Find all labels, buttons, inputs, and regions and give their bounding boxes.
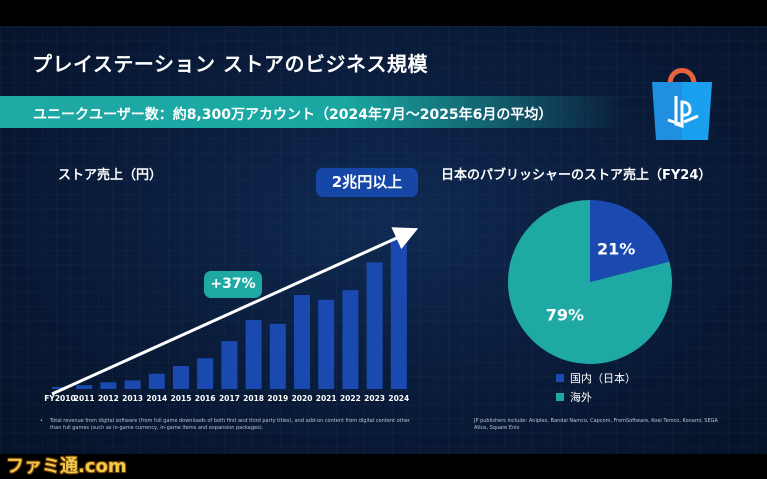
x-tick-label: 2013 bbox=[122, 394, 143, 403]
bar-2011 bbox=[76, 385, 93, 389]
pie-slice-overseas-label: 79% bbox=[546, 305, 584, 324]
bar-2019 bbox=[269, 323, 286, 389]
slide-title: プレイステーション ストアのビジネス規模 bbox=[32, 52, 428, 76]
x-tick-label: 2023 bbox=[364, 394, 385, 403]
bar-2024 bbox=[390, 238, 407, 389]
footnote-right: JP publishers include: Aniplex, Bandai N… bbox=[474, 418, 718, 431]
legend-item-domestic: 国内（日本） bbox=[556, 370, 636, 386]
store-sales-label: ストア売上（円） bbox=[58, 168, 163, 183]
x-tick-label: 2012 bbox=[98, 394, 119, 403]
x-tick-label: 2016 bbox=[195, 394, 216, 403]
publisher-sales-pie-chart: 21% 79% bbox=[507, 200, 672, 364]
x-tick-label: 2020 bbox=[292, 394, 313, 403]
footnote-left: Total revenue from digital software (fro… bbox=[50, 418, 410, 431]
pie-legend: 国内（日本） 海外 bbox=[556, 370, 636, 408]
legend-label-domestic: 国内（日本） bbox=[570, 372, 636, 385]
x-tick-label: 2017 bbox=[219, 394, 240, 403]
x-tick-label: 2022 bbox=[340, 394, 361, 403]
bar-2023 bbox=[366, 262, 383, 389]
slide: プレイステーション ストアのビジネス規模 ユニークユーザー数：約8,300万アカ… bbox=[0, 26, 767, 454]
bar-2014 bbox=[148, 373, 165, 389]
x-tick-label: FY2010 bbox=[44, 394, 75, 403]
x-tick-label: 2011 bbox=[74, 394, 95, 403]
total-callout-badge: 2兆円以上 bbox=[316, 168, 418, 197]
legend-label-overseas: 海外 bbox=[570, 391, 592, 404]
bar-2015 bbox=[173, 366, 189, 389]
bar-2022 bbox=[342, 290, 359, 389]
growth-arrow bbox=[51, 227, 419, 396]
playstation-store-bag-icon bbox=[652, 68, 712, 140]
bar-2016 bbox=[197, 358, 214, 389]
jp-publisher-sales-label: 日本のパブリッシャーのストア売上（FY24） bbox=[441, 168, 712, 183]
unique-users-banner: ユニークユーザー数：約8,300万アカウント（2024年7月〜2025年6月の平… bbox=[33, 107, 553, 123]
footnote-bullet: • bbox=[40, 418, 43, 424]
banner-bar bbox=[0, 96, 625, 128]
bar-2018 bbox=[245, 320, 262, 389]
bar-2021 bbox=[318, 299, 335, 389]
growth-callout-badge: +37% bbox=[204, 271, 262, 298]
legend-swatch-overseas bbox=[556, 393, 564, 401]
bar-2013 bbox=[124, 380, 141, 389]
bar-2020 bbox=[294, 295, 310, 389]
pie-slice-domestic-label: 21% bbox=[597, 239, 635, 258]
legend-item-overseas: 海外 bbox=[556, 389, 636, 405]
pie-slice-domestic bbox=[590, 200, 670, 282]
x-tick-label: 2019 bbox=[267, 394, 288, 403]
x-tick-label: 2018 bbox=[243, 394, 264, 403]
x-tick-label: 2024 bbox=[388, 394, 409, 403]
pie-slice-overseas bbox=[507, 200, 672, 364]
bar-2012 bbox=[100, 382, 117, 389]
famitsu-watermark: ファミ通.com bbox=[6, 456, 127, 477]
x-tick-label: 2014 bbox=[146, 394, 167, 403]
x-tick-label: 2021 bbox=[316, 394, 337, 403]
legend-swatch-domestic bbox=[556, 374, 564, 382]
bar-2010 bbox=[52, 387, 68, 389]
bar-2017 bbox=[221, 341, 238, 389]
x-tick-label: 2015 bbox=[171, 394, 192, 403]
